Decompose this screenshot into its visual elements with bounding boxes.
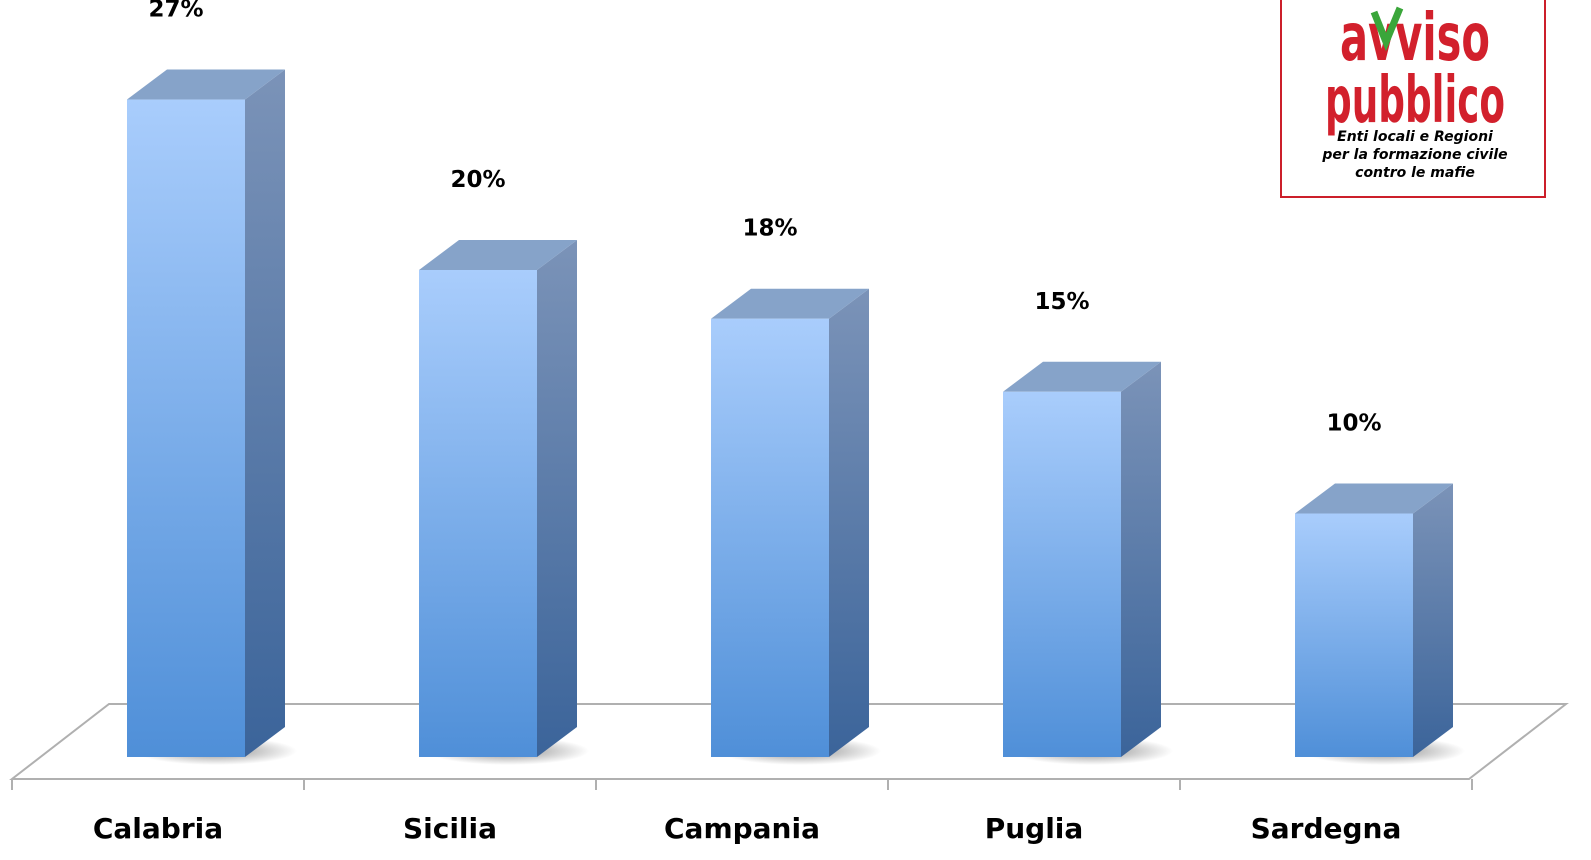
data-label: 20% — [450, 167, 505, 193]
bar-front — [127, 99, 245, 758]
category-label: Puglia — [985, 812, 1084, 845]
bar-top — [419, 240, 577, 270]
logo-check-icon — [1370, 6, 1404, 52]
data-label: 18% — [742, 216, 797, 242]
bar-side — [1121, 361, 1161, 757]
data-labels: 27% 20% 18% 15% 10% — [148, 0, 1381, 437]
category-label: Sardegna — [1251, 812, 1402, 845]
bar-side — [537, 240, 577, 757]
bar-front — [1003, 391, 1121, 757]
bar-calabria — [127, 69, 297, 765]
logo-tagline-1: Enti locali e Regioni — [1337, 129, 1493, 145]
bar-sardegna — [1295, 483, 1465, 765]
data-label: 10% — [1326, 411, 1381, 437]
bars — [127, 69, 1465, 765]
bar-front — [419, 270, 537, 757]
bar-side — [245, 69, 285, 758]
category-label: Sicilia — [403, 812, 497, 845]
bar-campania — [711, 288, 881, 765]
avviso-pubblico-logo: avviso pubblico Enti locali e Regioni pe… — [1280, 0, 1546, 198]
bar-top — [1003, 361, 1161, 392]
bar-top — [1295, 483, 1453, 514]
logo-line2: pubblico — [1325, 64, 1505, 138]
category-label: Calabria — [93, 812, 223, 845]
bar-front — [711, 318, 829, 757]
bar-front — [1295, 513, 1413, 757]
bar-side — [829, 288, 869, 757]
logo-line1: avviso — [1340, 0, 1490, 76]
data-label: 15% — [1034, 289, 1089, 315]
logo-tagline-2: per la formazione civile — [1321, 147, 1507, 163]
bar-puglia — [1003, 361, 1173, 765]
data-label: 27% — [148, 0, 203, 23]
category-label: Campania — [664, 812, 820, 845]
bar-top — [711, 288, 869, 319]
bar-sicilia — [419, 240, 589, 765]
bar-side — [1413, 483, 1453, 757]
logo-tagline-3: contro le mafie — [1355, 165, 1475, 181]
category-labels: Calabria Sicilia Campania Puglia Sardegna — [93, 812, 1402, 845]
bar-top — [127, 69, 285, 100]
